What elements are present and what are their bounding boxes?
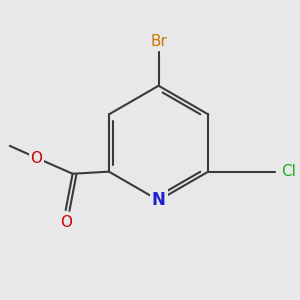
Text: N: N [152,191,166,209]
Text: O: O [60,215,72,230]
Text: Br: Br [150,34,167,49]
Text: O: O [30,151,42,166]
Text: Cl: Cl [281,164,296,179]
